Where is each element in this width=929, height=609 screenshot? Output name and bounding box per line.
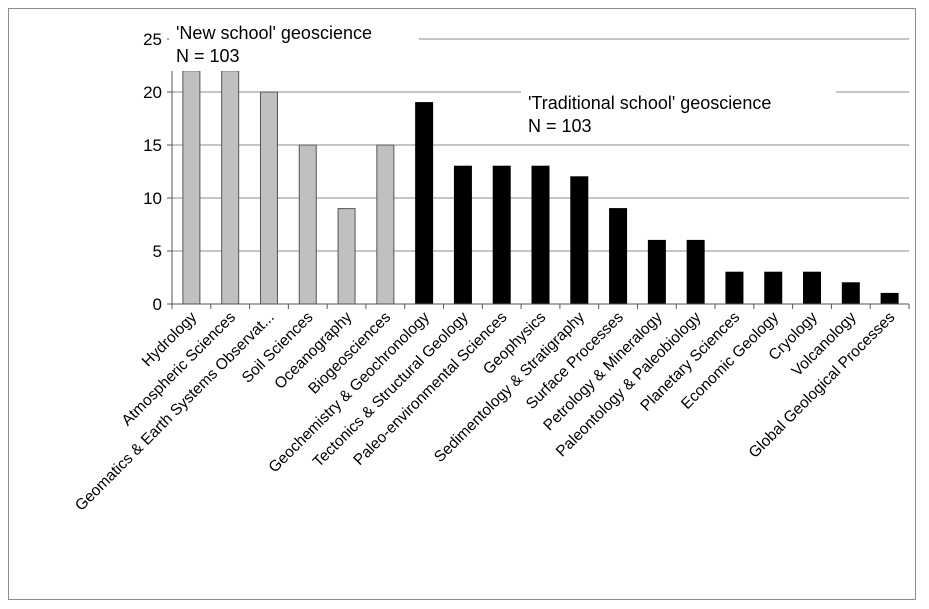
- annotation-new-school-background: [169, 21, 419, 71]
- bar-cryology: [803, 271, 822, 305]
- bar-volcanology: [841, 282, 860, 305]
- axes: [167, 38, 910, 309]
- bar-paleontology-paleobiology: [686, 239, 705, 305]
- y-tick-label: 20: [143, 83, 162, 102]
- bar-planetary-sciences: [725, 271, 744, 305]
- annotation-new-school-n: N = 103: [176, 46, 240, 66]
- y-tick-label: 15: [143, 136, 162, 155]
- y-tick-label: 0: [153, 295, 162, 314]
- annotation-traditional-school-title: 'Traditional school' geoscience: [528, 93, 771, 113]
- y-tick-label: 5: [153, 242, 162, 261]
- chart-frame: 0 5 10 15 20 25 Hydrology Atmospheric Sciences…: [8, 8, 916, 600]
- annotation-traditional-school-n: N = 103: [528, 116, 592, 136]
- bar-geochemistry-geochronology: [415, 102, 434, 305]
- bar-paleo-environmental-sciences: [492, 165, 511, 305]
- bar-tectonics-structural-geology: [453, 165, 472, 305]
- annotations: 'New school' geoscience N = 103 'Traditi…: [169, 21, 836, 141]
- bar-biogeosciences: [376, 144, 395, 305]
- bar-oceanography: [337, 208, 356, 305]
- bar-global-geological-processes: [880, 292, 899, 305]
- bar-sedimentology-stratigraphy: [570, 176, 589, 305]
- y-tick-labels: 0 5 10 15 20 25: [143, 30, 162, 314]
- bar-surface-processes: [609, 208, 628, 305]
- bar-soil-sciences: [298, 144, 317, 305]
- bar-atmospheric-sciences: [221, 70, 240, 305]
- annotation-new-school-title: 'New school' geoscience: [176, 23, 372, 43]
- bar-hydrology: [182, 70, 201, 305]
- y-tick-label: 10: [143, 189, 162, 208]
- annotation-traditional-school-background: [521, 91, 836, 141]
- y-tick-label: 25: [143, 30, 162, 49]
- bar-geophysics: [531, 165, 550, 305]
- bar-geomatics-earth-systems-observat: [259, 91, 278, 305]
- bar-petrology-mineralogy: [647, 239, 666, 305]
- bar-economic-geology: [764, 271, 783, 305]
